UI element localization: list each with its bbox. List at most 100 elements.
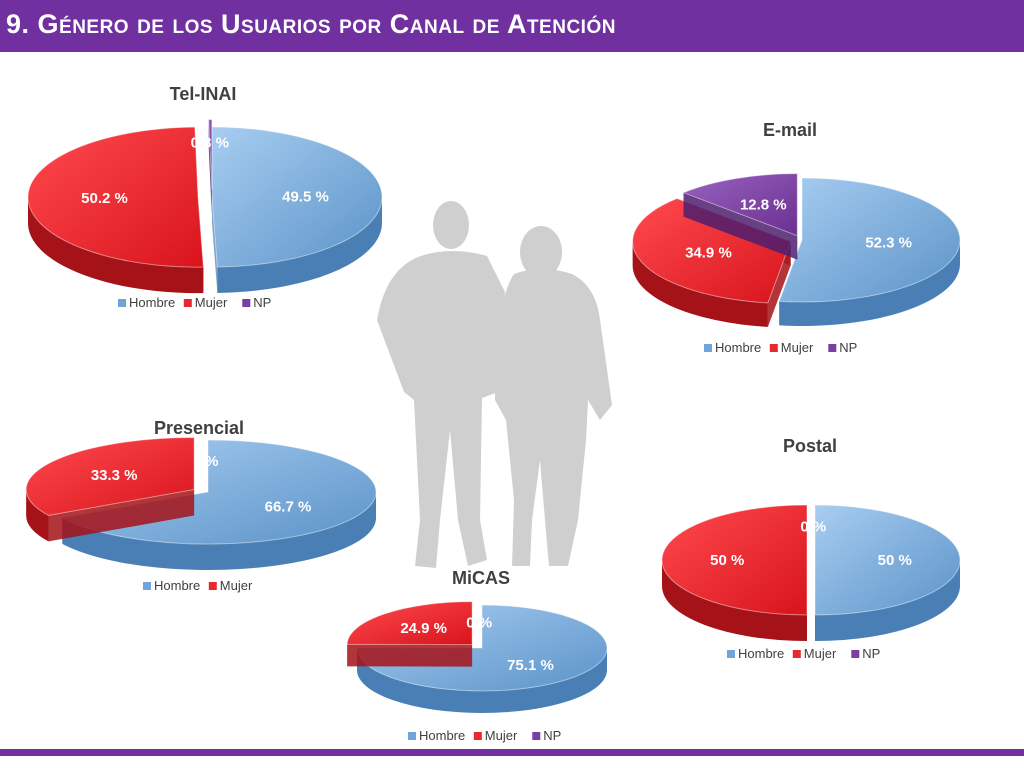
pie-chart-4: MiCAS 75.1 % 24.9 % 0 % Hombre Mujer NP <box>346 568 608 743</box>
legend-item-mujer: Mujer <box>208 578 253 593</box>
pie-slice-mujer <box>661 504 808 641</box>
pie-top-mujer <box>661 504 808 616</box>
legend-label: Mujer <box>195 295 228 310</box>
legend-label: Hombre <box>715 340 761 355</box>
pie-cut-mujer <box>48 489 195 542</box>
bottom-bar <box>0 749 1024 756</box>
legend-item-mujer: Mujer <box>473 728 518 743</box>
legend-swatch <box>727 650 735 658</box>
pie-rim-hombre <box>62 492 376 571</box>
legend-swatch <box>183 299 192 307</box>
pie-rim-hombre <box>217 197 382 293</box>
data-label-mujer: 34.9 % <box>685 245 732 262</box>
legend-label: Mujer <box>485 728 518 743</box>
pie-top-mujer <box>27 126 204 268</box>
legend-label: Mujer <box>220 578 253 593</box>
data-label-hombre: 75.1 % <box>507 657 554 674</box>
data-label-hombre: 52.3 % <box>865 234 912 251</box>
legend-label: Hombre <box>738 646 784 661</box>
legend-item-np: NP <box>532 728 561 743</box>
legend-swatch <box>118 299 126 307</box>
page-title: 9. Género de los Usuarios por Canal de A… <box>6 9 616 39</box>
pie-rim-hombre <box>779 240 960 327</box>
pie-rim-mujer <box>26 489 49 542</box>
legend-item-hombre: Hombre <box>727 646 784 661</box>
couple-silhouette <box>377 201 612 568</box>
data-label-hombre: 49.5 % <box>282 188 329 205</box>
data-label-mujer: 50 % <box>710 552 744 569</box>
pie-slice-mujer <box>25 437 195 542</box>
pie-rim-mujer <box>28 197 204 294</box>
legend-item-np: NP <box>851 646 880 661</box>
legend-item-np: NP <box>242 295 271 310</box>
legend-swatch <box>851 650 860 658</box>
legend-swatch <box>828 344 837 352</box>
pie-top-hombre <box>778 177 961 303</box>
pie-top-mujer <box>632 197 792 304</box>
data-label-mujer: 24.9 % <box>400 620 447 637</box>
pie-top-hombre <box>211 126 383 268</box>
pie-chart-1: E-mail 52.3 % 34.9 % 12.8 % Hombre Mujer NP <box>632 120 961 355</box>
pie-chart-0: Tel-INAI 49.5 % 50.2 % 0.3 % Hombre Mujer NP <box>27 84 383 310</box>
charts-area: Tel-INAI 49.5 % 50.2 % 0.3 % Hombre Mujer NP E-… <box>25 84 961 743</box>
pie-slice-hombre <box>778 177 961 327</box>
pie-rim-mujer <box>662 560 807 641</box>
legend-item-mujer: Mujer <box>769 340 814 355</box>
pie-rim-hombre <box>357 648 607 713</box>
pie-slice-np <box>682 173 798 260</box>
legend-label: Hombre <box>419 728 465 743</box>
legend: Hombre Mujer NP <box>727 646 880 661</box>
data-label-np: 0.3 % <box>191 134 229 151</box>
pie-slice-np <box>208 119 213 216</box>
data-label-mujer: 50.2 % <box>81 190 128 207</box>
legend: Hombre Mujer <box>143 578 253 593</box>
legend-item-np: NP <box>828 340 857 355</box>
legend-label: NP <box>543 728 561 743</box>
chart-title: Presencial <box>154 418 244 438</box>
legend-swatch <box>792 650 801 658</box>
data-label-np: 0 % <box>800 518 826 535</box>
pie-top-hombre <box>356 604 608 692</box>
legend-label: NP <box>862 646 880 661</box>
legend-item-hombre: Hombre <box>704 340 761 355</box>
pie-cut-np <box>208 119 212 216</box>
legend-item-mujer: Mujer <box>792 646 837 661</box>
data-label-np: 0% <box>197 453 219 470</box>
legend: Hombre Mujer NP <box>118 295 271 310</box>
legend-label: NP <box>839 340 857 355</box>
pie-slice-hombre <box>211 126 383 293</box>
legend-swatch <box>473 732 482 740</box>
data-label-np: 0 % <box>466 615 492 632</box>
legend: Hombre Mujer NP <box>704 340 857 355</box>
legend-swatch <box>408 732 416 740</box>
pie-top-mujer <box>25 437 195 516</box>
legend-swatch <box>704 344 712 352</box>
legend-label: Mujer <box>781 340 814 355</box>
pie-cut-hombre <box>212 197 218 293</box>
legend-swatch <box>532 732 541 740</box>
legend-item-mujer: Mujer <box>183 295 228 310</box>
legend-swatch <box>242 299 251 307</box>
pie-cut-mujer <box>347 644 473 667</box>
pie-rim-mujer <box>632 241 768 327</box>
pie-top-mujer <box>346 601 473 646</box>
pie-slice-hombre <box>814 504 961 641</box>
pie-chart-2: Presencial 66.7 % 33.3 % 0% Hombre Mujer <box>25 418 377 593</box>
legend-item-hombre: Hombre <box>118 295 175 310</box>
chart-title: Tel-INAI <box>170 84 237 104</box>
legend-label: Mujer <box>804 646 837 661</box>
legend-label: Hombre <box>129 295 175 310</box>
chart-title: Postal <box>783 436 837 456</box>
pie-top-np <box>208 119 213 190</box>
pie-slice-mujer <box>346 601 473 667</box>
pie-chart-3: Postal 50 % 50 % 0 % Hombre Mujer NP <box>661 436 961 661</box>
legend-item-hombre: Hombre <box>143 578 200 593</box>
pie-cut-np <box>683 192 798 260</box>
legend-swatch <box>208 582 217 590</box>
pie-slice-mujer <box>27 126 204 294</box>
data-label-mujer: 33.3 % <box>91 467 138 484</box>
data-label-hombre: 50 % <box>878 552 912 569</box>
legend-swatch <box>143 582 151 590</box>
chart-title: E-mail <box>763 120 817 140</box>
legend-label: NP <box>253 295 271 310</box>
